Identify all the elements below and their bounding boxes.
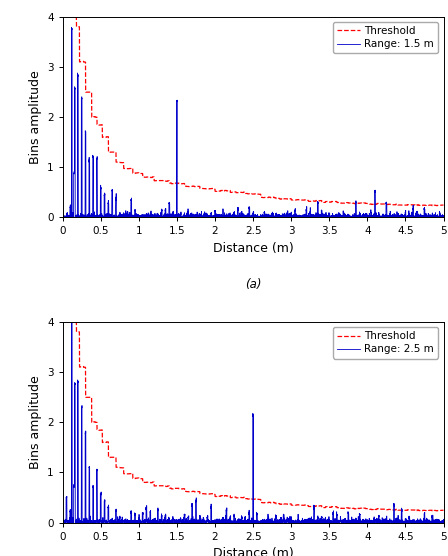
Range: 2.5 m: (3.73, 0.0209): 2.5 m: (3.73, 0.0209) [344,518,349,525]
X-axis label: Distance (m): Distance (m) [213,547,293,556]
Range: 1.5 m: (4.11, 0.0916): 1.5 m: (4.11, 0.0916) [373,210,379,216]
Threshold [129,470,135,476]
Range: 2.5 m: (0.121, 4.1): 2.5 m: (0.121, 4.1) [69,314,75,320]
Range: 1.5 m: (3.25, 0.0867): 1.5 m: (3.25, 0.0867) [308,210,313,216]
Threshold [373,201,379,207]
Range: 2.5 m: (4.93, 2.04e-05): 2.5 m: (4.93, 2.04e-05) [435,519,440,526]
Threshold [60,319,65,325]
Range: 1.5 m: (0.116, 3.79): 1.5 m: (0.116, 3.79) [69,24,74,31]
Range: 1.5 m: (3.73, 0.00808): 1.5 m: (3.73, 0.00808) [345,214,350,220]
Line: Range: 1.5 m: Range: 1.5 m [63,27,444,217]
Range: 2.5 m: (3.25, 0.0548): 2.5 m: (3.25, 0.0548) [308,517,313,523]
Y-axis label: Bins amplitude: Bins amplitude [29,70,42,164]
Range: 1.5 m: (3, 0.107): 1.5 m: (3, 0.107) [289,208,294,215]
Threshold [373,506,379,513]
Legend: Threshold, Range: 1.5 m: Threshold, Range: 1.5 m [333,22,438,53]
Range: 2.5 m: (3, 0.0675): 2.5 m: (3, 0.0675) [289,516,294,523]
Threshold [308,198,313,205]
Range: 1.5 m: (1.91, 0.0282): 1.5 m: (1.91, 0.0282) [206,213,211,220]
Line: Threshold: Threshold [63,321,444,511]
Threshold [206,186,211,192]
Line: Range: 2.5 m: Range: 2.5 m [63,317,444,523]
Range: 2.5 m: (5, 0.0124): 2.5 m: (5, 0.0124) [441,519,446,525]
Threshold [344,504,349,511]
Y-axis label: Bins amplitude: Bins amplitude [29,375,42,469]
Threshold [430,202,435,209]
Threshold [441,507,446,514]
Threshold [289,500,294,507]
Text: (a): (a) [245,277,261,291]
Line: Threshold: Threshold [63,16,444,206]
Range: 1.5 m: (5, 0.0347): 1.5 m: (5, 0.0347) [441,212,446,219]
Range: 1.5 m: (0, 0.0433): 1.5 m: (0, 0.0433) [60,212,65,219]
Threshold [441,202,446,208]
Threshold [66,318,71,325]
Threshold [289,195,294,202]
Range: 2.5 m: (0, 0.0127): 2.5 m: (0, 0.0127) [60,519,65,525]
Threshold [430,508,435,514]
Range: 1.5 m: (1.12, 1.28e-06): 1.5 m: (1.12, 1.28e-06) [145,214,151,221]
Threshold [66,13,71,19]
Threshold [308,503,313,510]
Range: 2.5 m: (0.909, 0.000182): 2.5 m: (0.909, 0.000182) [129,519,135,526]
Legend: Threshold, Range: 2.5 m: Threshold, Range: 2.5 m [333,327,438,359]
Threshold [344,199,349,206]
Threshold [206,491,211,498]
Range: 1.5 m: (0.909, 0.0237): 1.5 m: (0.909, 0.0237) [129,213,135,220]
Range: 2.5 m: (1.91, 0.0662): 2.5 m: (1.91, 0.0662) [206,516,211,523]
Threshold [129,165,135,171]
X-axis label: Distance (m): Distance (m) [213,242,293,255]
Range: 2.5 m: (4.11, 0.0076): 2.5 m: (4.11, 0.0076) [373,519,379,525]
Threshold [60,13,65,20]
